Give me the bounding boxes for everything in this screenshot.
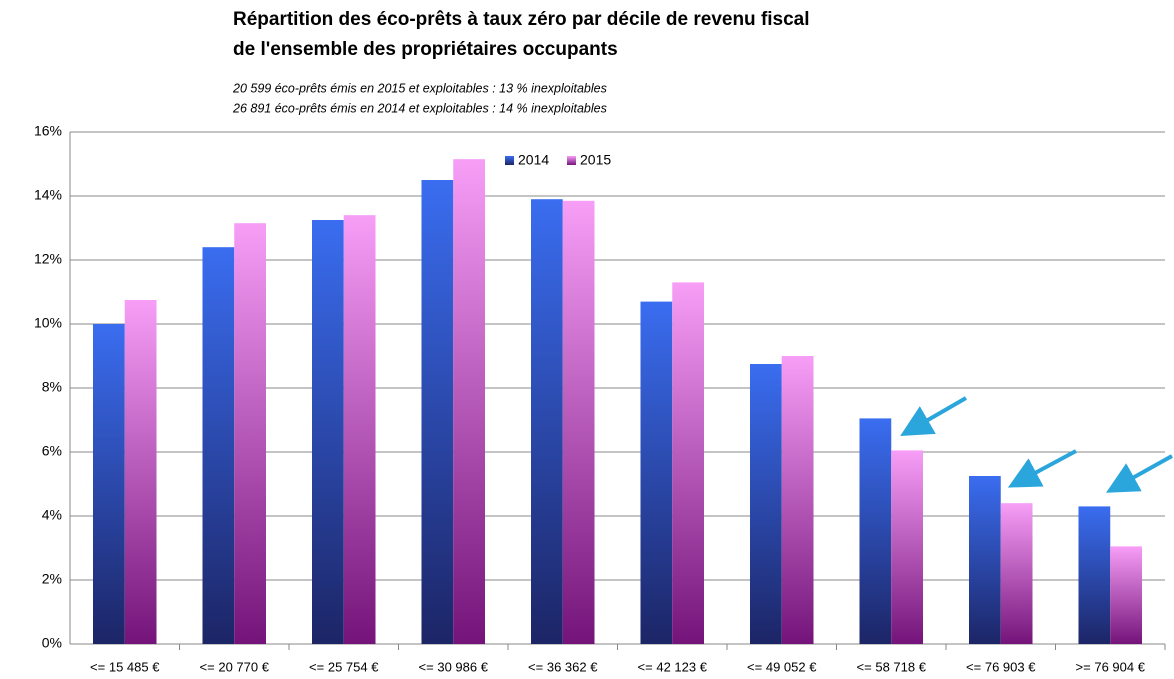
bar [672, 282, 705, 644]
x-tick-label: <= 25 754 € [309, 659, 379, 674]
legend-swatch [505, 156, 514, 165]
annotation-arrows [900, 396, 1173, 493]
x-tick-label: <= 76 903 € [966, 659, 1036, 674]
bar [1110, 546, 1143, 644]
bar [1000, 503, 1033, 644]
legend-swatch [567, 156, 576, 165]
bar [124, 300, 157, 644]
bar [202, 247, 235, 644]
bar [781, 356, 814, 644]
subtitle: 20 599 éco-prêts émis en 2015 et exploit… [232, 81, 607, 95]
legend-label: 2015 [580, 152, 611, 168]
bar [891, 450, 924, 644]
y-tick-label: 0% [42, 635, 62, 651]
x-tick-label: <= 15 485 € [90, 659, 160, 674]
bar [859, 418, 892, 644]
y-tick-label: 14% [34, 187, 62, 203]
y-tick-label: 8% [42, 379, 62, 395]
x-tick-label: <= 20 770 € [200, 659, 270, 674]
bar [421, 180, 454, 644]
chart-title: de l'ensemble des propriétaires occupant… [233, 39, 618, 60]
y-tick-label: 12% [34, 251, 62, 267]
bar [562, 200, 595, 645]
y-tick-label: 2% [42, 571, 62, 587]
y-tick-label: 16% [34, 123, 62, 139]
x-tick-label: <= 30 986 € [419, 659, 489, 674]
bar [311, 220, 344, 644]
bar [530, 199, 563, 644]
bar [640, 301, 673, 644]
y-tick-label: 6% [42, 443, 62, 459]
bar [453, 159, 486, 644]
x-tick-label: <= 58 718 € [857, 659, 927, 674]
legend-label: 2014 [518, 152, 549, 168]
y-tick-label: 4% [42, 507, 62, 523]
y-tick-label: 10% [34, 315, 62, 331]
x-tick-label: <= 49 052 € [747, 659, 817, 674]
subtitle: 26 891 éco-prêts émis en 2014 et exploit… [232, 101, 607, 115]
x-tick-label: <= 42 123 € [638, 659, 708, 674]
bar [968, 476, 1001, 644]
x-tick-label: >= 76 904 € [1076, 659, 1146, 674]
chart-title: Répartition des éco-prêts à taux zéro pa… [233, 9, 810, 30]
bar [92, 324, 125, 644]
bar [1078, 506, 1111, 644]
bar [749, 364, 782, 644]
bar [343, 215, 376, 644]
x-tick-label: <= 36 362 € [528, 659, 598, 674]
bar [234, 223, 267, 644]
